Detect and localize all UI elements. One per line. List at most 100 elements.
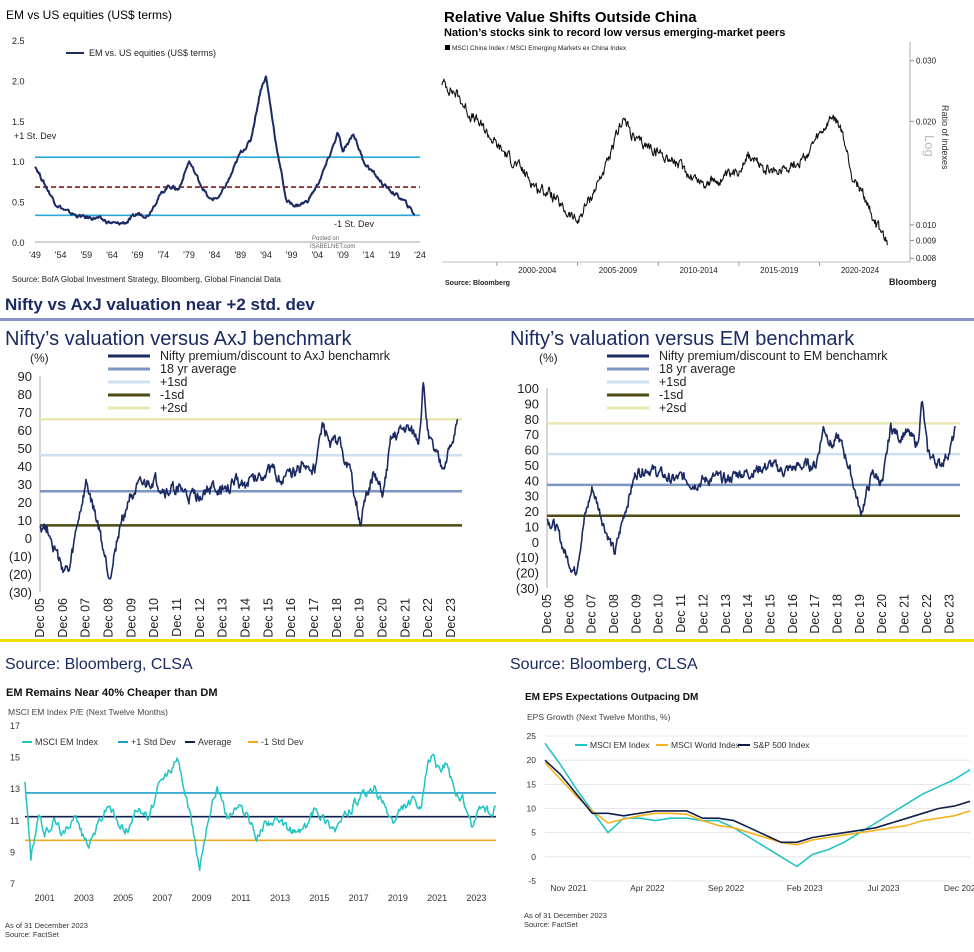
x-tick-label: '24	[414, 250, 426, 260]
y-tick-label: (20)	[516, 566, 539, 581]
y-tick-label: 90	[18, 369, 32, 384]
x-tick-label: Dec 10	[147, 598, 161, 638]
unit-label: (%)	[539, 351, 558, 365]
x-tick-label: Dec 06	[56, 598, 70, 638]
legend-label: EM vs. US equities (US$ terms)	[89, 48, 216, 58]
y-tick-label: 0.020	[916, 117, 937, 126]
log-scale-label-group: Log	[922, 135, 937, 157]
legend-label: 18 yr average	[659, 362, 735, 376]
x-tick-label: Dec 11	[170, 598, 184, 637]
legend-label: +2sd	[659, 401, 687, 415]
x-tick-label: Dec 23	[942, 594, 956, 634]
banner-title: Nifty vs AxJ valuation near +2 std. dev	[5, 295, 315, 314]
y-tick-label: 10	[18, 513, 32, 528]
y-tick-label: 1.0	[12, 157, 25, 167]
x-tick-label: '84	[209, 250, 221, 260]
chart-subtitle: MSCI EM Index P/E (Next Twelve Months)	[8, 707, 168, 717]
chart-subtitle: EPS Growth (Next Twelve Months, %)	[527, 712, 671, 722]
x-tick-label: Dec 05	[33, 598, 47, 638]
title-divider	[494, 318, 974, 321]
x-tick-group: Dec 09	[629, 594, 643, 634]
x-tick-label: Dec 21	[898, 594, 912, 634]
x-tick-group: Dec 15	[261, 598, 275, 638]
y-tick-label: (20)	[9, 567, 32, 582]
x-tick-label: Dec 23	[444, 598, 458, 638]
x-tick-label: Dec 07	[79, 598, 93, 638]
x-tick-label: Feb 2023	[787, 883, 823, 893]
chart-svg: EM vs US equities (US$ terms) 2.5 2.0 1.5 1.…	[6, 8, 426, 284]
y-tick-label: 11	[10, 816, 19, 826]
x-tick-group: Dec 16	[284, 598, 298, 638]
x-tick-group: Dec 08	[102, 598, 116, 638]
x-tick-label: Dec 19	[353, 598, 367, 638]
chart-china-relative-value: Relative Value Shifts Outside China Natio…	[437, 0, 974, 292]
x-tick-label: 2011	[231, 893, 250, 903]
x-tick-group: Dec 07	[79, 598, 93, 638]
y-tick-label: 13	[10, 784, 20, 794]
y-tick-label: 10	[525, 519, 539, 534]
legend-label: MSCI World Index	[671, 740, 741, 750]
x-tick-group: Dec 12	[696, 594, 710, 634]
x-tick-label: Dec 17	[808, 594, 822, 634]
chart-svg: Nifty’s valuation versus EM benchmark(%)…	[494, 318, 974, 673]
x-tick-group: Dec 20	[376, 598, 390, 638]
x-tick-label: Dec 16	[786, 594, 800, 634]
chart-nifty-vs-em: Nifty’s valuation versus EM benchmark (%)…	[494, 290, 974, 674]
y-tick-label: (30)	[9, 585, 32, 600]
y-tick-label: 40	[525, 473, 539, 488]
x-tick-label: Dec 05	[540, 594, 554, 634]
brand-label: Bloomberg	[889, 277, 937, 287]
chart-em-vs-us-equities: EM vs US equities (US$ terms) 2.5 2.0 1.5 1.…	[0, 0, 437, 290]
legend-label: -1sd	[659, 388, 683, 402]
y-tick-label: (10)	[9, 549, 32, 564]
x-tick-group: Dec 12	[193, 598, 207, 638]
x-tick-group: Dec 06	[562, 594, 576, 634]
chart-em-pe-ratio: EM Remains Near 40% Cheaper than DM MSCI …	[0, 680, 500, 952]
legend-label: +2sd	[160, 401, 188, 415]
x-tick-group: Dec 20	[875, 594, 889, 634]
series-line	[546, 400, 957, 576]
legend-label: -1 Std Dev	[261, 737, 304, 747]
x-tick-label: Dec 22	[920, 594, 934, 634]
x-tick-group: Dec 13	[719, 594, 733, 634]
y-tick-label: 0	[532, 535, 539, 550]
x-tick-label: 2001	[35, 893, 55, 903]
chart-svg: Relative Value Shifts Outside ChinaNatio…	[437, 0, 974, 292]
x-tick-label: Dec 15	[261, 598, 275, 638]
chart-title: Nifty’s valuation versus EM benchmark	[510, 328, 855, 350]
legend-label: Nifty premium/discount to EM benchamrk	[659, 349, 888, 363]
footnote-source: Source: FactSet	[524, 920, 579, 929]
chart-background	[437, 0, 974, 292]
source-note: Source: Bloomberg, CLSA	[510, 656, 698, 673]
x-tick-label: '04	[311, 250, 323, 260]
y-tick-label: 50	[525, 458, 539, 473]
y-tick-label: 70	[525, 427, 539, 442]
x-tick-label: Dec 06	[562, 594, 576, 634]
x-tick-label: '14	[363, 250, 375, 260]
x-tick-group: Dec 21	[898, 594, 912, 634]
y-axis-label: Ratio of indexes	[940, 105, 950, 170]
x-tick-group: Dec 19	[853, 594, 867, 634]
x-tick-label: '49	[29, 250, 41, 260]
y-tick-label: 0.010	[916, 221, 937, 230]
series-line	[544, 762, 971, 846]
series-line	[544, 742, 971, 868]
x-tick-label: Dec 16	[284, 598, 298, 638]
y-tick-label: 20	[527, 755, 537, 765]
x-tick-label: Dec 10	[652, 594, 666, 634]
x-tick-label: '59	[80, 250, 92, 260]
footnote-date: As of 31 December 2023	[524, 911, 607, 920]
y-tick-label: 40	[18, 459, 32, 474]
x-tick-group: Dec 17	[307, 598, 321, 638]
y-tick-label: 0.0	[12, 238, 25, 248]
chart-nifty-vs-axj: Nifty vs AxJ valuation near +2 std. dev N…	[0, 290, 494, 674]
x-tick-label: 2009	[192, 893, 212, 903]
y-tick-label: 0.009	[916, 237, 937, 246]
legend-label: Nifty premium/discount to AxJ benchamrk	[160, 349, 391, 363]
footnote-date: As of 31 December 2023	[5, 921, 88, 930]
chart-svg: EM EPS Expectations Outpacing DM EPS Grow…	[524, 692, 974, 929]
x-tick-label: '94	[260, 250, 272, 260]
x-tick-label: 2023	[466, 893, 486, 903]
x-tick-label: Dec 18	[330, 598, 344, 638]
y-tick-label: 5	[531, 828, 536, 838]
